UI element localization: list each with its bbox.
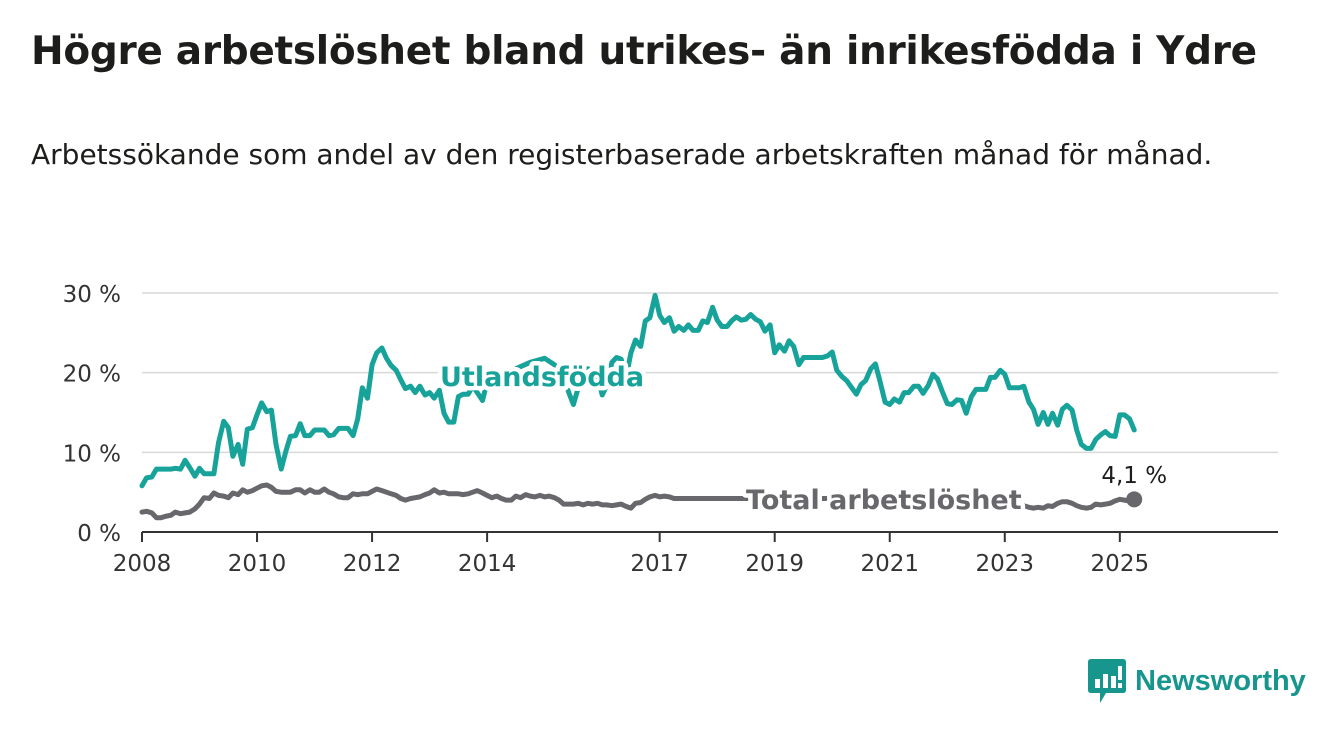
y-tick-label: 10 %	[63, 441, 121, 467]
chart-title: Högre arbetslöshet bland utrikes- än inr…	[31, 29, 1257, 74]
x-tick-label: 2025	[1091, 551, 1150, 577]
x-tick-label: 2021	[860, 551, 919, 577]
series-line-utlandsfodda	[139, 292, 1137, 489]
end-value-label: 4,1 %	[1101, 463, 1167, 489]
newsworthy-chart-bubble-icon	[1088, 659, 1126, 703]
y-tick-label: 20 %	[63, 362, 121, 388]
y-tick-label: 0 %	[77, 521, 121, 547]
grid-lines	[142, 292, 1278, 454]
newsworthy-logo: Newsworthy	[1088, 658, 1306, 704]
x-tick-label: 2017	[630, 551, 689, 577]
y-tick-label: 30 %	[63, 282, 121, 308]
series-line-total	[139, 482, 1137, 521]
end-point-marker	[1126, 491, 1143, 508]
series-label-total: Total arbetslöshet	[746, 485, 1022, 516]
series-lines	[139, 292, 1137, 521]
x-tick-label: 2012	[343, 551, 402, 577]
x-tick-label: 2023	[976, 551, 1035, 577]
x-tick-label: 2010	[228, 551, 287, 577]
chart-subtitle: Arbetssökande som andel av den registerb…	[31, 138, 1213, 171]
axes: 0 % 10 % 20 % 30 % 2008 2010 2012 2014 2017 2019 2…	[63, 282, 1278, 577]
x-tick-label: 2008	[113, 551, 172, 577]
x-tick-label: 2019	[745, 551, 804, 577]
x-tick-label: 2014	[458, 551, 517, 577]
brand-name: Newsworthy	[1135, 664, 1306, 697]
series-labels: Utlandsfödda Total arbetslöshet 4,1 %	[436, 358, 1168, 521]
series-label-utlandsfodda: Utlandsfödda	[440, 362, 644, 393]
